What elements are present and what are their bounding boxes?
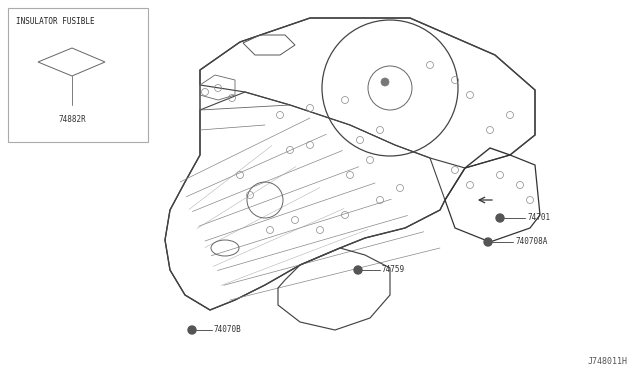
Circle shape [188, 326, 196, 334]
Text: J748011H: J748011H [588, 357, 628, 366]
Text: 74759: 74759 [382, 266, 405, 275]
Text: 740708A: 740708A [515, 237, 547, 247]
Bar [8, 8, 148, 142]
Text: INSULATOR FUSIBLE: INSULATOR FUSIBLE [16, 17, 95, 26]
Text: 74701: 74701 [527, 214, 550, 222]
Text: 74070B: 74070B [214, 326, 242, 334]
Circle shape [381, 78, 389, 86]
Circle shape [496, 214, 504, 222]
Circle shape [484, 238, 492, 246]
Circle shape [354, 266, 362, 274]
Text: 74882R: 74882R [58, 115, 86, 125]
